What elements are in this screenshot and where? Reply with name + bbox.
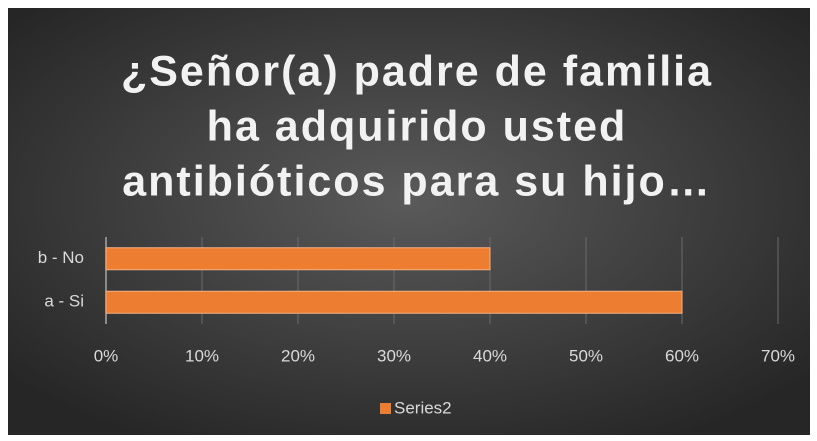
x-tick-label: 60% (665, 346, 699, 365)
legend-label: Series2 (394, 398, 452, 417)
chart-title: antibióticos para su hijo… (122, 157, 712, 205)
x-tick-label: 50% (569, 346, 603, 365)
x-tick-label: 70% (761, 346, 795, 365)
chart-title: ¿Señor(a) padre de familia (121, 47, 713, 95)
x-tick-label: 0% (94, 346, 119, 365)
bar (105, 247, 491, 271)
x-tick-label: 30% (377, 346, 411, 365)
y-tick-label: b - No (38, 248, 84, 267)
x-tick-label: 20% (281, 346, 315, 365)
y-tick-label: a - Si (44, 292, 84, 311)
bar (105, 290, 683, 314)
x-tick-label: 40% (473, 346, 507, 365)
legend-swatch (380, 403, 391, 414)
chart-background (8, 8, 810, 435)
x-tick-label: 10% (185, 346, 219, 365)
chart-title: ha adquirido usted (207, 102, 628, 150)
